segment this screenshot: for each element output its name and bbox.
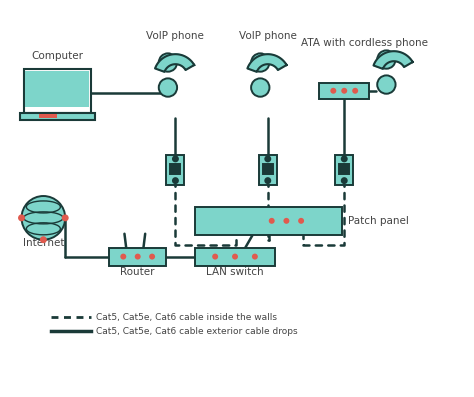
Circle shape bbox=[269, 218, 275, 224]
Text: Patch panel: Patch panel bbox=[348, 216, 409, 226]
Circle shape bbox=[252, 254, 258, 260]
Circle shape bbox=[159, 78, 177, 97]
Circle shape bbox=[120, 254, 126, 260]
FancyBboxPatch shape bbox=[195, 207, 342, 235]
Circle shape bbox=[342, 156, 346, 161]
Circle shape bbox=[265, 178, 270, 183]
Text: VoIP phone: VoIP phone bbox=[239, 31, 297, 41]
Circle shape bbox=[40, 236, 47, 243]
Text: Router: Router bbox=[120, 268, 155, 278]
Circle shape bbox=[265, 156, 270, 161]
Circle shape bbox=[283, 218, 290, 224]
FancyBboxPatch shape bbox=[195, 248, 275, 266]
Circle shape bbox=[352, 88, 358, 94]
Circle shape bbox=[149, 254, 155, 260]
FancyBboxPatch shape bbox=[24, 69, 91, 113]
Circle shape bbox=[173, 178, 178, 183]
FancyBboxPatch shape bbox=[26, 71, 89, 107]
FancyBboxPatch shape bbox=[19, 113, 95, 119]
Circle shape bbox=[251, 78, 269, 97]
Circle shape bbox=[330, 88, 336, 94]
Text: LAN switch: LAN switch bbox=[206, 268, 264, 278]
Circle shape bbox=[298, 218, 304, 224]
Circle shape bbox=[18, 214, 25, 222]
Text: Cat5, Cat5e, Cat6 cable exterior cable drops: Cat5, Cat5e, Cat6 cable exterior cable d… bbox=[96, 327, 298, 335]
Circle shape bbox=[21, 196, 65, 240]
Text: Computer: Computer bbox=[31, 51, 83, 61]
Circle shape bbox=[377, 75, 396, 94]
Circle shape bbox=[159, 53, 177, 72]
FancyBboxPatch shape bbox=[171, 164, 181, 174]
Polygon shape bbox=[374, 51, 413, 69]
Polygon shape bbox=[155, 54, 194, 72]
Circle shape bbox=[62, 214, 69, 222]
Circle shape bbox=[342, 178, 346, 183]
Circle shape bbox=[341, 88, 347, 94]
Text: ATA with cordless phone: ATA with cordless phone bbox=[301, 38, 428, 48]
FancyBboxPatch shape bbox=[109, 248, 166, 266]
Circle shape bbox=[377, 50, 396, 69]
Circle shape bbox=[232, 254, 238, 260]
FancyBboxPatch shape bbox=[263, 164, 273, 174]
FancyBboxPatch shape bbox=[339, 164, 349, 174]
Text: Cat5, Cat5e, Cat6 cable inside the walls: Cat5, Cat5e, Cat6 cable inside the walls bbox=[96, 313, 277, 322]
Circle shape bbox=[251, 53, 269, 72]
FancyBboxPatch shape bbox=[39, 114, 57, 118]
Text: VoIP phone: VoIP phone bbox=[146, 31, 204, 41]
Circle shape bbox=[135, 254, 141, 260]
FancyBboxPatch shape bbox=[259, 155, 277, 185]
Circle shape bbox=[212, 254, 218, 260]
Polygon shape bbox=[247, 54, 287, 72]
FancyBboxPatch shape bbox=[319, 83, 369, 99]
FancyBboxPatch shape bbox=[166, 155, 184, 185]
Circle shape bbox=[173, 156, 178, 161]
Text: Internet: Internet bbox=[23, 238, 64, 248]
FancyBboxPatch shape bbox=[335, 155, 353, 185]
